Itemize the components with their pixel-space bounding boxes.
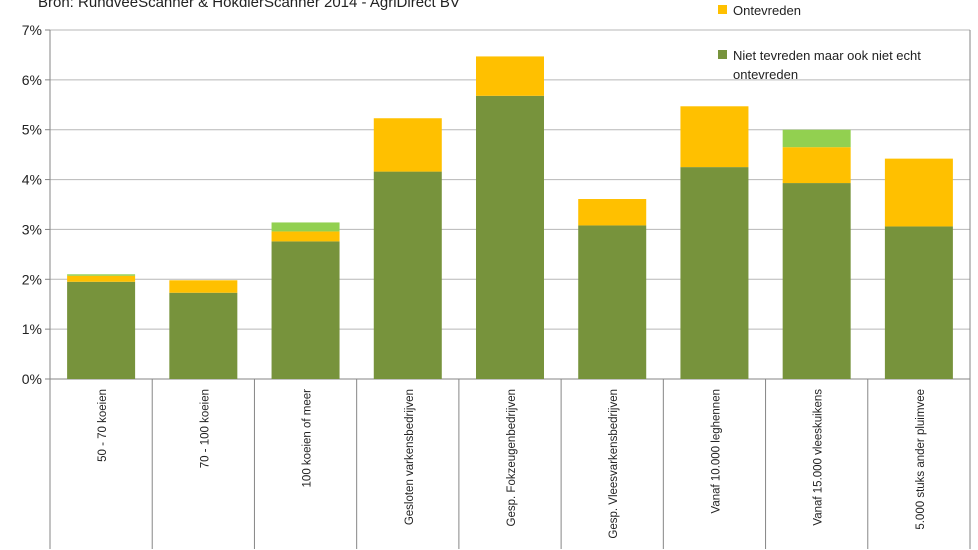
y-tick-label: 6% bbox=[22, 72, 42, 88]
bar-segment bbox=[67, 275, 136, 282]
x-category-label: 100 koeien of meer bbox=[302, 389, 314, 488]
bar-segment bbox=[169, 280, 238, 293]
bar-segment bbox=[782, 183, 851, 379]
bar-segment bbox=[680, 167, 749, 379]
chart-source-text: Bron: RundveeScanner & HokdierScanner 20… bbox=[38, 0, 460, 11]
y-tick-label: 7% bbox=[22, 22, 42, 38]
x-category-label: 50 - 70 koeien bbox=[97, 389, 109, 462]
legend-item-ontevreden: Ontevreden bbox=[718, 1, 973, 20]
bar-segment bbox=[67, 281, 136, 379]
bar-segment bbox=[271, 231, 340, 242]
y-tick-label: 1% bbox=[22, 321, 42, 337]
x-category-label: Gesp. Fokzeugenbedrijven bbox=[506, 389, 518, 526]
bar-segment bbox=[578, 225, 647, 379]
bar-segment bbox=[578, 199, 647, 226]
bar-segment bbox=[782, 129, 851, 148]
x-category-label: 5.000 stuks ander pluimvee bbox=[915, 389, 927, 530]
bar-segment bbox=[169, 292, 238, 379]
y-tick-label: 5% bbox=[22, 122, 42, 138]
bar-segment bbox=[476, 56, 544, 96]
y-tick-label: 4% bbox=[22, 172, 42, 188]
x-category-label: Gesp. Vleesvarkensbedrijven bbox=[608, 389, 620, 539]
y-tick-label: 2% bbox=[22, 271, 42, 287]
bar-segment bbox=[373, 171, 442, 379]
bar-segment bbox=[373, 118, 442, 172]
bar-segment bbox=[271, 241, 340, 379]
bar-segment bbox=[271, 222, 340, 232]
bar-segment bbox=[884, 226, 953, 379]
x-category-label: 70 - 100 koeien bbox=[199, 389, 211, 468]
bar-segment bbox=[67, 274, 136, 276]
bar-segment bbox=[476, 95, 544, 379]
bar-segment bbox=[680, 106, 749, 168]
y-tick-label: 0% bbox=[22, 371, 42, 387]
x-category-label: Vanaf 10.000 leghennen bbox=[710, 389, 722, 513]
x-category-label: Vanaf 15.000 vleeskuikens bbox=[813, 389, 825, 526]
bar-segment bbox=[884, 158, 953, 227]
legend-swatch-niet-tevreden bbox=[718, 50, 727, 59]
y-tick-label: 3% bbox=[22, 221, 42, 237]
x-category-label: Gesloten varkensbedrijven bbox=[404, 389, 416, 525]
legend-label-ontevreden: Ontevreden bbox=[733, 3, 801, 18]
bar-segment bbox=[782, 147, 851, 184]
legend-swatch-ontevreden bbox=[718, 5, 727, 14]
legend-item-niet-tevreden: Niet tevreden maar ook niet echt ontevre… bbox=[718, 46, 973, 84]
legend-label-niet-tevreden: Niet tevreden maar ook niet echt ontevre… bbox=[733, 48, 921, 82]
